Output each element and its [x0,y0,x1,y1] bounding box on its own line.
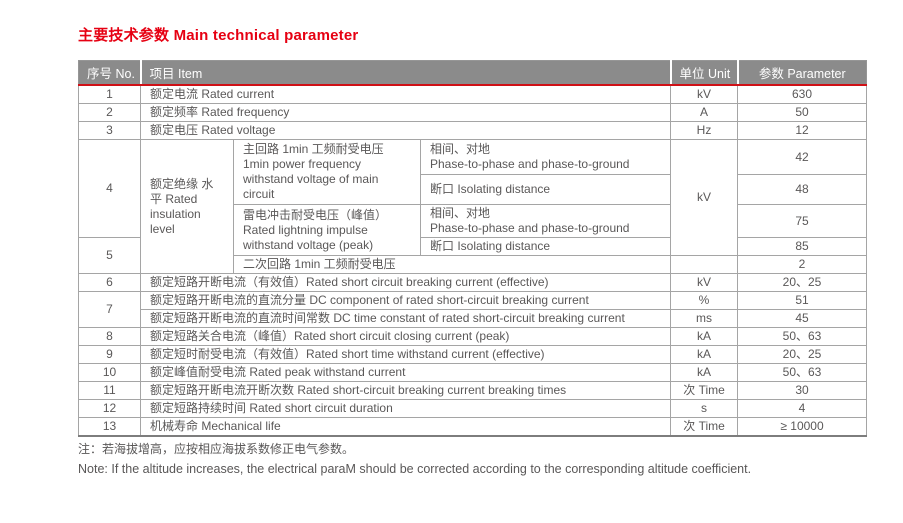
table-row: 3 额定电压 Rated voltage Hz 12 [78,121,868,140]
item-cell: 额定峰值耐受电流 Rated peak withstand current [139,363,672,382]
table-row: 额定短路开断电流的直流时间常数 DC time constant of rate… [79,309,868,328]
isolating-distance-cell: 断口 Isolating distance [419,174,672,205]
no-cell: 10 [78,363,141,382]
no-cell-7: 7 [78,291,141,328]
param-cell: 4 [737,399,868,418]
secondary-circuit-cell: 二次回路 1min 工频耐受电压 [232,255,672,274]
lightning-impulse-cell: 雷电冲击耐受电压（峰值） Rated lightning impulse wit… [233,204,421,256]
item-cell: 额定电流 Rated current [139,84,672,104]
item-cell: 额定电压 Rated voltage [139,121,672,140]
param-cell: 42 [737,139,868,175]
param-cell: 85 [737,237,868,256]
phase-ground-zh: 相间、对地 [430,206,491,220]
param-cell: 50 [737,103,868,122]
footnote-chinese: 注：若海拔增高，应按相应海拔系数修正电气参数。 [78,442,355,456]
item-cell: 额定频率 Rated frequency [139,103,672,122]
item-cell: 额定短路关合电流（峰值）Rated short circuit closing … [139,327,672,346]
unit-cell-empty [670,255,739,274]
unit-cell: kV [670,84,739,104]
table-row: 二次回路 1min 工频耐受电压 2 [79,255,868,274]
table-row: 断口 Isolating distance 48 [79,174,868,205]
table-row: 11 额定短路开断电流开断次数 Rated short-circuit brea… [78,381,868,400]
no-cell: 3 [78,121,141,140]
phase-ground-cell: 相间、对地 Phase-to-phase and phase-to-ground [419,139,672,175]
parameter-table-wrap: 序号 No. 项目 Item 单位 Unit 参数 Parameter 1 额定… [78,60,868,437]
item-cell: 额定短路开断电流的直流分量 DC component of rated shor… [139,291,672,310]
header-unit: 单位 Unit [669,60,738,86]
parameter-table: 序号 No. 项目 Item 单位 Unit 参数 Parameter 1 额定… [78,60,868,437]
no-cell: 6 [78,273,141,292]
param-cell: 20、25 [737,345,868,364]
table-row: 1 额定电流 Rated current kV 630 [78,84,868,104]
param-cell: 50、63 [737,327,868,346]
param-cell: ≥ 10000 [737,417,868,437]
param-cell: 630 [737,84,868,104]
phase-ground-en: Phase-to-phase and phase-to-ground [430,221,630,235]
item-cell: 额定短路开断电流开断次数 Rated short-circuit breakin… [139,381,672,400]
param-cell: 45 [737,309,868,328]
table-row: 4 额定绝缘 水平 Rated insulation level 主回路 1mi… [78,139,868,274]
table-row: 9 额定短时耐受电流（有效值）Rated short time withstan… [78,345,868,364]
main-circuit-cell: 主回路 1min 工频耐受电压 1min power frequency wit… [233,139,421,205]
unit-cell: 次 Time [670,381,739,400]
param-cell: 48 [737,174,868,205]
table-row: 10 额定峰值耐受电流 Rated peak withstand current… [78,363,868,382]
no-cell-5: 5 [78,237,141,274]
table-row: 13 机械寿命 Mechanical life 次 Time ≥ 10000 [78,417,868,437]
insulation-label-cell: 额定绝缘 水平 Rated insulation level [140,139,234,274]
table-row: 7 额定短路开断电流的直流分量 DC component of rated sh… [78,291,868,328]
phase-ground-cell: 相间、对地 Phase-to-phase and phase-to-ground [419,204,672,238]
unit-cell: % [670,291,739,310]
item-cell: 额定短时耐受电流（有效值）Rated short time withstand … [139,345,672,364]
unit-cell: 次 Time [670,417,739,437]
no-cell-4: 4 [78,139,141,238]
phase-ground-zh: 相间、对地 [430,142,491,156]
header-row: 序号 No. 项目 Item 单位 Unit 参数 Parameter [78,60,867,86]
unit-cell: kA [670,363,739,382]
table-row: 8 额定短路关合电流（峰值）Rated short circuit closin… [78,327,868,346]
param-cell: 30 [737,381,868,400]
unit-cell: kA [670,327,739,346]
unit-cell: kA [670,345,739,364]
header-no: 序号 No. [78,60,141,86]
header-item: 项目 Item [139,60,671,86]
unit-cell: A [670,103,739,122]
no-cell: 11 [78,381,141,400]
table-row: 雷电冲击耐受电压（峰值） Rated lightning impulse wit… [79,204,868,256]
header-param: 参数 Parameter [736,60,867,86]
no-cell: 13 [78,417,141,437]
page-title: 主要技术参数 Main technical parameter [78,27,359,44]
unit-cell: s [670,399,739,418]
phase-ground-en: Phase-to-phase and phase-to-ground [430,157,630,171]
isolating-distance-cell: 断口 Isolating distance [419,237,672,256]
param-cell: 20、25 [737,273,868,292]
item-cell: 额定短路开断电流的直流时间常数 DC time constant of rate… [139,309,672,328]
table-row: 2 额定频率 Rated frequency A 50 [78,103,868,122]
param-cell: 2 [737,255,868,274]
unit-cell: Hz [670,121,739,140]
footnote-english: Note: If the altitude increases, the ele… [78,462,752,476]
param-cell: 50、63 [737,363,868,382]
param-cell: 51 [737,291,868,310]
item-cell: 额定短路开断电流（有效值）Rated short circuit breakin… [139,273,672,292]
table-row: 6 额定短路开断电流（有效值）Rated short circuit break… [78,273,868,292]
no-cell: 9 [78,345,141,364]
unit-cell: kV [670,273,739,292]
unit-cell-kv: kV [670,139,739,256]
item-cell: 机械寿命 Mechanical life [139,417,672,437]
no-cell: 8 [78,327,141,346]
table-row: 12 额定短路持续时间 Rated short circuit duration… [78,399,868,418]
no-cell: 2 [78,103,141,122]
param-cell: 75 [737,204,868,238]
unit-cell: ms [670,309,739,328]
footnotes: 注：若海拔增高，应按相应海拔系数修正电气参数。 Note: If the alt… [78,440,751,479]
item-cell: 额定短路持续时间 Rated short circuit duration [139,399,672,418]
param-cell: 12 [737,121,868,140]
no-cell: 12 [78,399,141,418]
no-cell: 1 [78,84,141,104]
